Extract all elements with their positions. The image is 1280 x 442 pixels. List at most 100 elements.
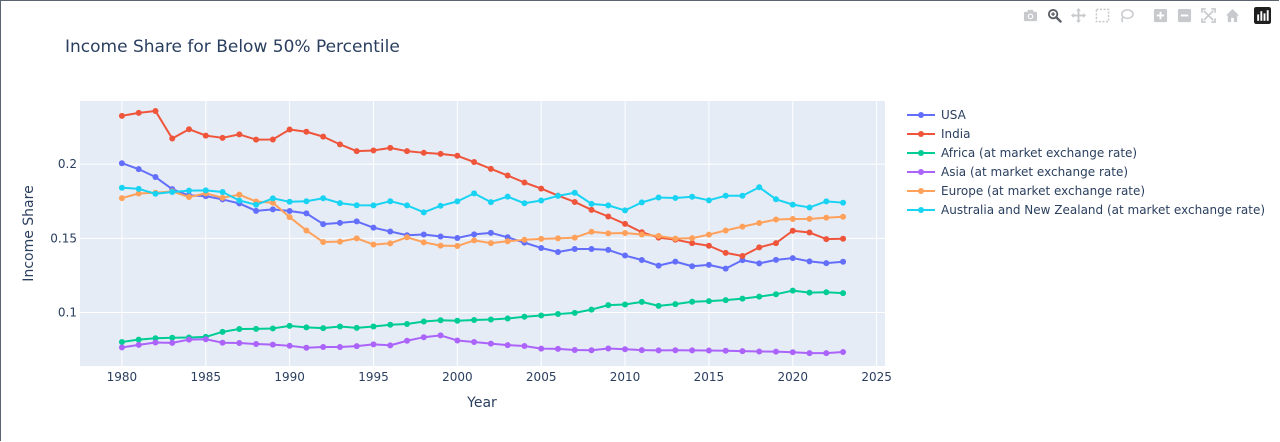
data-point[interactable]: [152, 339, 159, 346]
data-point[interactable]: [504, 342, 511, 349]
data-point[interactable]: [638, 298, 645, 305]
data-point[interactable]: [823, 198, 830, 205]
data-point[interactable]: [571, 246, 578, 253]
data-point[interactable]: [118, 338, 125, 345]
data-point[interactable]: [739, 257, 746, 264]
legend-item[interactable]: India: [907, 127, 970, 141]
data-point[interactable]: [655, 194, 662, 201]
data-point[interactable]: [806, 350, 813, 357]
data-point[interactable]: [504, 172, 511, 179]
camera-icon[interactable]: [1020, 5, 1040, 25]
data-point[interactable]: [336, 323, 343, 330]
data-point[interactable]: [622, 207, 629, 214]
data-point[interactable]: [840, 258, 847, 265]
data-point[interactable]: [420, 318, 427, 325]
data-point[interactable]: [353, 235, 360, 242]
data-point[interactable]: [370, 224, 377, 231]
data-point[interactable]: [504, 315, 511, 322]
data-point[interactable]: [689, 347, 696, 354]
data-point[interactable]: [504, 193, 511, 200]
data-point[interactable]: [118, 160, 125, 167]
data-point[interactable]: [538, 312, 545, 319]
data-point[interactable]: [454, 317, 461, 324]
data-point[interactable]: [219, 328, 226, 335]
data-point[interactable]: [605, 202, 612, 209]
data-point[interactable]: [336, 219, 343, 226]
legend-item[interactable]: Asia (at market exchange rate): [907, 165, 1128, 179]
plotly-logo-icon[interactable]: [1252, 5, 1272, 25]
data-point[interactable]: [269, 136, 276, 143]
data-point[interactable]: [705, 347, 712, 354]
data-point[interactable]: [705, 298, 712, 305]
data-point[interactable]: [571, 189, 578, 196]
data-point[interactable]: [269, 195, 276, 202]
data-point[interactable]: [219, 194, 226, 201]
data-point[interactable]: [689, 298, 696, 305]
data-point[interactable]: [622, 301, 629, 308]
data-point[interactable]: [303, 324, 310, 331]
data-point[interactable]: [622, 229, 629, 236]
data-point[interactable]: [253, 341, 260, 348]
data-point[interactable]: [269, 325, 276, 332]
data-point[interactable]: [286, 208, 293, 215]
data-point[interactable]: [404, 234, 411, 241]
data-point[interactable]: [554, 248, 561, 255]
data-point[interactable]: [353, 324, 360, 331]
data-point[interactable]: [823, 236, 830, 243]
data-point[interactable]: [437, 202, 444, 209]
data-point[interactable]: [269, 341, 276, 348]
data-point[interactable]: [236, 339, 243, 346]
data-point[interactable]: [387, 240, 394, 247]
data-point[interactable]: [487, 199, 494, 206]
data-point[interactable]: [202, 336, 209, 343]
zoom-in-icon[interactable]: [1150, 5, 1170, 25]
data-point[interactable]: [370, 323, 377, 330]
data-point[interactable]: [135, 336, 142, 343]
data-point[interactable]: [236, 191, 243, 198]
data-point[interactable]: [454, 337, 461, 344]
data-point[interactable]: [772, 256, 779, 263]
data-point[interactable]: [638, 231, 645, 238]
data-point[interactable]: [689, 263, 696, 270]
pan-icon[interactable]: [1068, 5, 1088, 25]
data-point[interactable]: [554, 311, 561, 318]
data-point[interactable]: [571, 198, 578, 205]
data-point[interactable]: [689, 235, 696, 242]
data-point[interactable]: [521, 179, 528, 186]
data-point[interactable]: [353, 218, 360, 225]
data-point[interactable]: [538, 235, 545, 242]
data-point[interactable]: [320, 221, 327, 228]
data-point[interactable]: [672, 235, 679, 242]
data-point[interactable]: [118, 195, 125, 202]
data-point[interactable]: [437, 332, 444, 339]
data-point[interactable]: [772, 196, 779, 203]
data-point[interactable]: [622, 346, 629, 353]
data-point[interactable]: [336, 344, 343, 350]
data-point[interactable]: [186, 336, 193, 343]
data-point[interactable]: [286, 214, 293, 221]
legend-item[interactable]: Australia and New Zealand (at market exc…: [907, 203, 1265, 217]
data-point[interactable]: [655, 347, 662, 354]
data-point[interactable]: [219, 134, 226, 141]
data-point[interactable]: [471, 316, 478, 323]
data-point[interactable]: [705, 261, 712, 268]
data-point[interactable]: [772, 348, 779, 355]
data-point[interactable]: [253, 325, 260, 332]
data-point[interactable]: [135, 341, 142, 348]
data-point[interactable]: [169, 339, 176, 346]
data-point[interactable]: [756, 348, 763, 355]
data-point[interactable]: [186, 126, 193, 133]
data-point[interactable]: [722, 265, 729, 272]
data-point[interactable]: [303, 344, 310, 351]
data-point[interactable]: [806, 204, 813, 211]
data-point[interactable]: [269, 199, 276, 206]
data-point[interactable]: [437, 150, 444, 157]
data-point[interactable]: [806, 258, 813, 265]
data-point[interactable]: [588, 206, 595, 213]
data-point[interactable]: [672, 301, 679, 308]
data-point[interactable]: [152, 107, 159, 114]
data-point[interactable]: [756, 244, 763, 251]
data-point[interactable]: [454, 152, 461, 159]
data-point[interactable]: [353, 148, 360, 155]
data-point[interactable]: [588, 246, 595, 253]
